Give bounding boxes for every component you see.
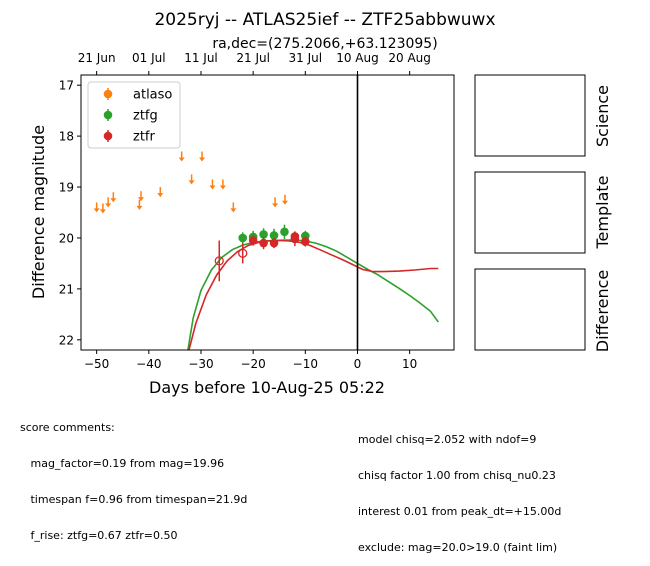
ztfr-open-point [214,256,224,266]
atlaso-upper-limit [272,203,279,208]
y-axis: 17 18 19 20 21 22 [59,79,81,347]
ztfg-legend-marker [103,110,113,120]
top-tick-label: 21 Jun [78,51,116,65]
template-cutout-panel [474,171,586,254]
x-tick-label: −30 [188,357,213,371]
plot-frame [80,74,455,351]
science-label: Science [593,85,612,147]
ztfr-point [248,236,258,245]
x-tick-label: 10 [402,357,417,371]
atlaso-upper-limit [137,197,144,202]
top-tick-label: 01 Jul [132,51,166,65]
atlaso-upper-limit [209,185,216,190]
lightcurve-figure: 2025ryj -- ATLAS25ief -- ZTF25abbwuwx ra… [29,10,612,397]
atlaso-upper-limit [219,185,226,190]
ztfr-legend-label: ztfr [133,130,155,145]
x-axis: −50 −40 −30 −20 −10 0 10 [84,350,417,371]
ztfg-point [280,227,289,237]
atlaso-upper-limit [199,157,206,162]
y-axis-label: Difference magnitude [29,125,48,299]
cutout-science: Science [474,74,612,157]
x-tick-label: 0 [354,357,362,371]
y-tick-label: 17 [59,79,74,93]
comment-line: model chisq=2.052 with ndof=9 [358,433,537,446]
atlaso-upper-limit [188,180,195,185]
ztfr-point [269,238,279,248]
atlaso-upper-limit [136,205,143,210]
atlaso-legend-marker [103,89,113,99]
ztfg-point [259,230,268,239]
atlaso-upper-limit [99,209,106,214]
x-tick-label: −40 [136,357,161,371]
ztfg-point [269,231,279,240]
x-tick-label: −10 [293,357,318,371]
y-tick-label: 18 [59,130,74,144]
atlaso-upper-limit [157,193,164,198]
legend: atlaso ztfg ztfr [87,81,181,149]
ztfg-point [238,233,248,243]
ztfr-point [259,238,268,248]
comment-line: chisq factor 1.00 from chisq_nu0.23 [358,469,556,482]
atlaso-upper-limit [281,200,288,205]
y-tick-label: 19 [59,181,74,195]
atlaso-upper-limit [105,203,112,208]
ztfg-model-curve [187,239,439,350]
atlaso-upper-limit [93,208,100,213]
ztfr-open-point [238,248,248,258]
atlaso-legend-label: atlaso [133,88,172,103]
atlaso-upper-limit [110,198,117,203]
top-tick-label: 11 Jul [184,51,218,65]
comment-line: timespan f=0.96 from timespan=21.9d [20,493,248,506]
template-label: Template [593,175,612,249]
data-points [93,151,310,282]
ztfr-point [301,237,310,246]
comment-line: score comments: [20,421,115,434]
comment-line: interest 0.01 from peak_dt=+15.00d [358,505,562,518]
comment-line: f_rise: ztfg=0.67 ztfr=0.50 [20,529,178,542]
comment-line: mag_factor=0.19 from mag=19.96 [20,457,225,470]
top-tick-label: 21 Jul [236,51,270,65]
ztfg-legend-label: ztfg [133,109,158,124]
chart-subtitle: ra,dec=(275.2066,+63.123095) [212,36,437,52]
score-comments: score comments: mag_factor=0.19 from mag… [20,398,247,554]
ztfr-legend-marker [103,131,113,141]
y-tick-label: 22 [59,333,74,347]
top-date-axis: 21 Jun 01 Jul 11 Jul 21 Jul 31 Jul 10 Aug 20 A… [78,51,431,75]
science-cutout-panel [474,74,586,157]
atlaso-upper-limit [230,208,237,213]
x-tick-label: −20 [240,357,265,371]
ztfr-point [290,234,300,244]
ztfr-model-curve [188,239,439,350]
cutout-difference: Difference [474,268,612,352]
comment-line: exclude: mag=20.0>19.0 (faint lim) [358,541,558,554]
cutout-template: Template [474,171,612,254]
y-tick-label: 20 [59,231,74,245]
x-tick-label: −50 [84,357,109,371]
top-tick-label: 10 Aug [336,51,379,65]
model-curves [187,239,439,350]
legend-box [87,81,181,149]
top-tick-label: 31 Jul [289,51,323,65]
top-tick-label: 20 Aug [388,51,431,65]
difference-label: Difference [593,270,612,352]
x-axis-label: Days before 10-Aug-25 05:22 [149,378,385,397]
difference-cutout-panel [474,268,586,351]
atlaso-upper-limit [178,157,185,162]
y-tick-label: 21 [59,282,74,296]
chart-title: 2025ryj -- ATLAS25ief -- ZTF25abbwuwx [154,10,495,30]
model-comments: model chisq=2.052 with ndof=9 chisq fact… [358,410,561,566]
